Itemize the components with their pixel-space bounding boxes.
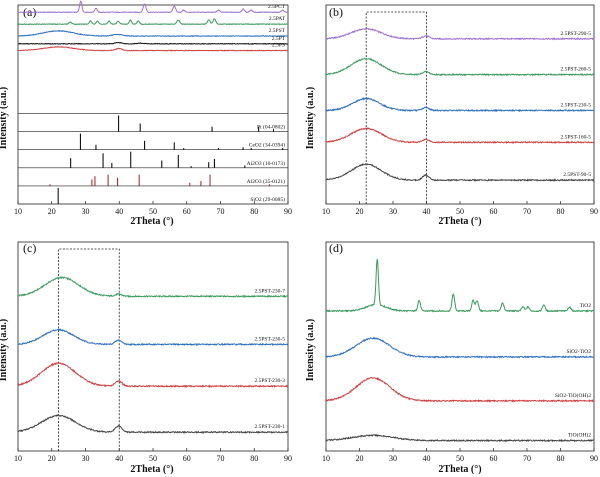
series-line: [325, 376, 595, 403]
x-tick-label: 90: [284, 454, 292, 463]
panel-b: Intensity (a.u.) 2Theta (°) (b) 10 20 30 40…: [305, 4, 598, 227]
series-label: TiO(OH)2: [568, 432, 591, 439]
panel-c-label: (c): [23, 241, 36, 255]
x-tick-label: 70: [217, 454, 225, 463]
reference-label: Pt (04-0802): [257, 124, 285, 131]
x-tick-label: 30: [389, 454, 397, 463]
panel-b-ylabel: Intensity (a.u.): [305, 87, 316, 150]
x-tick-label: 20: [356, 454, 364, 463]
x-tick-label: 70: [523, 207, 531, 216]
x-tick-label: 60: [490, 207, 498, 216]
x-tick-label: 40: [423, 454, 431, 463]
series-line: [17, 18, 289, 26]
reference-label: SiO2 (29-0085): [250, 196, 285, 203]
series-line: [325, 336, 595, 359]
series-line: [17, 41, 289, 45]
series-label: 2.5PS: [272, 43, 285, 49]
x-tick-label: 20: [48, 454, 56, 463]
x-tick-label: 80: [557, 207, 565, 216]
series-label: SiO2-TiO(OH)2: [555, 392, 591, 399]
reference-label: CeO2 (34-0394): [249, 142, 285, 149]
series-label: 2.5PST-90-5: [563, 172, 591, 178]
x-tick-label: 80: [557, 454, 565, 463]
highlight-box: [58, 248, 120, 451]
x-tick-label: 50: [456, 207, 464, 216]
x-tick-label: 90: [590, 207, 598, 216]
series-label: SiO2-TiO2: [566, 349, 591, 355]
series-label: 2.5PST-230-3: [254, 378, 285, 384]
reference-label: Al2O3 (10-0173): [247, 160, 286, 167]
series-label: 2.5PST-230-7: [254, 288, 285, 294]
panel-a-xlabel: 2Theta (°): [130, 216, 173, 227]
x-tick-label: 60: [183, 207, 191, 216]
x-tick-label: 90: [590, 454, 598, 463]
series-line: [17, 46, 289, 52]
x-tick-label: 60: [183, 454, 191, 463]
x-tick-label: 30: [82, 207, 90, 216]
x-tick-label: 80: [250, 454, 258, 463]
x-tick-label: 40: [115, 207, 123, 216]
series-line: [325, 433, 595, 443]
x-tick-label: 20: [356, 207, 364, 216]
panel-b-xlabel: 2Theta (°): [438, 216, 481, 227]
x-tick-label: 80: [250, 207, 258, 216]
x-tick-label: 30: [82, 454, 90, 463]
series-label: 2.5PST-230-1: [254, 424, 285, 430]
reference-label: Al2O3 (35-0121): [247, 178, 286, 185]
series-line: [17, 276, 289, 299]
series-label: 2.5PST-230-5: [560, 102, 591, 108]
x-tick-label: 10: [14, 454, 22, 463]
series-label: 2.5PAT: [269, 16, 286, 22]
x-tick-label: 40: [423, 207, 431, 216]
series-line: [17, 0, 289, 14]
series-line: [17, 362, 289, 388]
series-line: [325, 258, 595, 313]
x-tick-label: 30: [389, 207, 397, 216]
x-tick-label: 90: [284, 207, 292, 216]
x-tick-label: 50: [149, 207, 157, 216]
series-line: [325, 163, 595, 182]
x-tick-label: 50: [149, 454, 157, 463]
x-tick-label: 10: [322, 207, 330, 216]
panel-a-ylabel: Intensity (a.u.): [0, 87, 9, 150]
series-label: TiO2: [580, 303, 592, 309]
highlight-box: [365, 11, 427, 204]
series-line: [325, 27, 595, 41]
x-tick-label: 10: [322, 454, 330, 463]
panel-d-label: (d): [329, 241, 343, 255]
panel-c: Intensity (a.u.) 2Theta (°) (c) 10 20 30 40…: [0, 241, 292, 475]
series-line: [325, 127, 595, 144]
series-label: 2.5PT: [272, 36, 286, 42]
series-line: [17, 414, 289, 434]
x-tick-label: 70: [523, 454, 531, 463]
x-tick-label: 70: [217, 207, 225, 216]
x-tick-label: 50: [456, 454, 464, 463]
series-line: [325, 57, 595, 77]
x-tick-label: 10: [14, 207, 22, 216]
panel-a: Intensity (a.u.) 2Theta (°) (a) 10 20 30 40…: [0, 0, 292, 227]
series-line: [325, 97, 595, 113]
series-line: [17, 328, 289, 347]
series-label: 2.5PST-160-5: [560, 134, 591, 140]
panel-d-ylabel: Intensity (a.u.): [305, 319, 316, 382]
plot-frame: [17, 241, 289, 452]
panel-c-ylabel: Intensity (a.u.): [0, 319, 9, 382]
series-label: 2.5PST-290-5: [560, 31, 591, 37]
panel-b-label: (b): [329, 5, 343, 19]
plot-frame: [325, 241, 595, 452]
series-label: 2.5PCT: [268, 4, 286, 10]
panel-c-xlabel: 2Theta (°): [130, 464, 173, 475]
series-label: 2.5PST-260-5: [560, 67, 591, 73]
series-label: 2.5PST-230-5: [254, 336, 285, 342]
x-tick-label: 60: [490, 454, 498, 463]
panel-d-xlabel: 2Theta (°): [438, 464, 481, 475]
plot-frame: [17, 4, 289, 205]
series-label: 2.5PST: [269, 28, 286, 34]
x-tick-label: 20: [48, 207, 56, 216]
panel-d: Intensity (a.u.) 2Theta (°) (d) 10 20 30 40…: [305, 241, 598, 475]
x-tick-label: 40: [115, 454, 123, 463]
series-line: [17, 29, 289, 38]
